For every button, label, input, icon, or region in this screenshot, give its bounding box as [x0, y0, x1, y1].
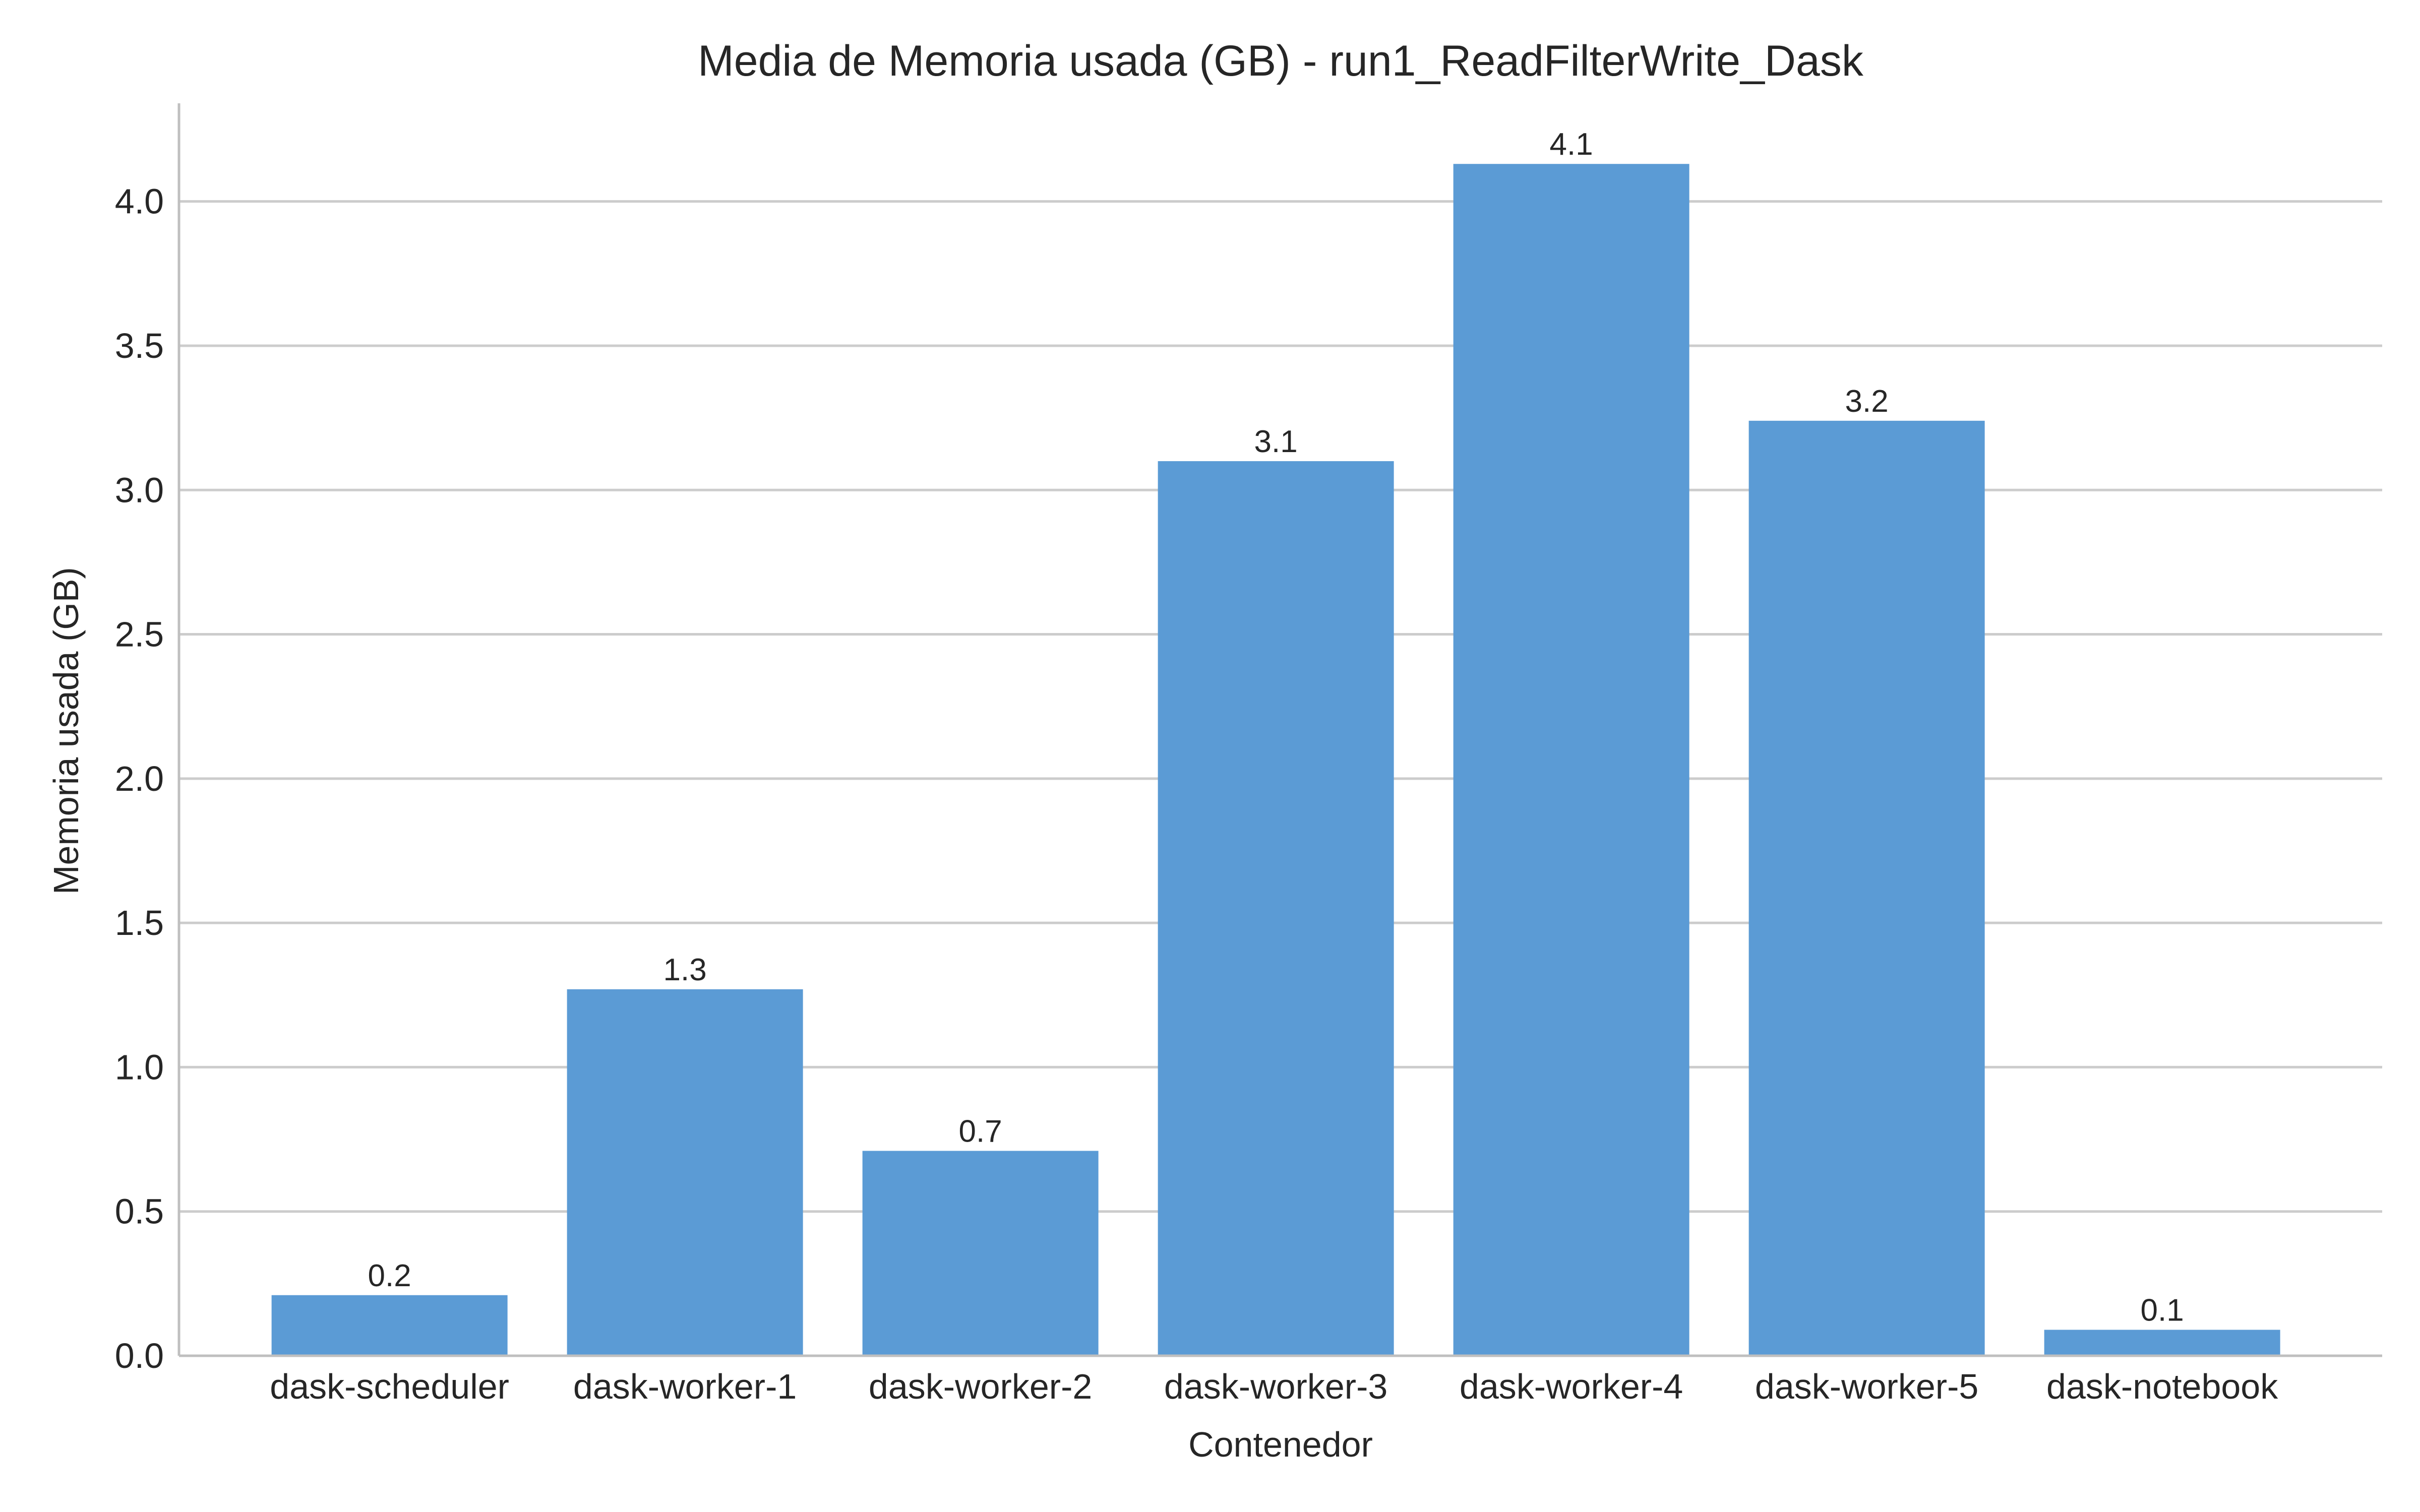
y-tick-label: 3.5	[115, 326, 164, 365]
x-tick-labels: dask-scheduler dask-worker-1 dask-worker-2…	[270, 1367, 2278, 1406]
y-tick-label: 1.0	[115, 1047, 164, 1087]
y-tick-label: 2.0	[115, 759, 164, 798]
bar-value-label: 0.7	[959, 1114, 1002, 1149]
bar	[1748, 420, 1985, 1356]
bar	[567, 989, 803, 1356]
x-tick-label: dask-worker-2	[869, 1367, 1092, 1406]
y-tick-labels: 0.0 0.5 1.0 1.5 2.0 2.5 3.0 3.5 4.0	[115, 182, 164, 1375]
bar-value-label: 1.3	[663, 953, 707, 987]
y-axis-label: Memoria usada (GB)	[46, 567, 86, 895]
x-tick-label: dask-notebook	[2046, 1367, 2278, 1406]
bar-value-label: 3.2	[1845, 384, 1889, 419]
x-tick-label: dask-scheduler	[270, 1367, 509, 1406]
bar	[1158, 461, 1394, 1356]
bar-value-label: 4.1	[1550, 127, 1593, 162]
bar-value-label: 3.1	[1254, 424, 1298, 459]
x-tick-label: dask-worker-4	[1460, 1367, 1683, 1406]
y-tick-label: 4.0	[115, 182, 164, 221]
chart-title: Media de Memoria usada (GB) - run1_ReadF…	[698, 37, 1864, 85]
x-axis-label: Contenedor	[1188, 1425, 1373, 1464]
bar	[1453, 164, 1689, 1356]
data-labels: 0.2 1.3 0.7 3.1 4.1 3.2 0.1	[368, 127, 2184, 1328]
y-tick-label: 0.0	[115, 1336, 164, 1375]
y-tick-label: 0.5	[115, 1192, 164, 1231]
x-tick-label: dask-worker-1	[573, 1367, 797, 1406]
x-tick-label: dask-worker-3	[1164, 1367, 1387, 1406]
y-tick-label: 1.5	[115, 903, 164, 942]
bar	[271, 1295, 508, 1356]
bar	[2044, 1330, 2280, 1356]
x-tick-label: dask-worker-5	[1755, 1367, 1978, 1406]
bars	[271, 164, 2280, 1356]
bar-value-label: 0.1	[2141, 1293, 2184, 1328]
y-tick-label: 2.5	[115, 615, 164, 654]
bar-value-label: 0.2	[368, 1258, 411, 1293]
bar	[862, 1151, 1099, 1356]
y-tick-label: 3.0	[115, 470, 164, 510]
